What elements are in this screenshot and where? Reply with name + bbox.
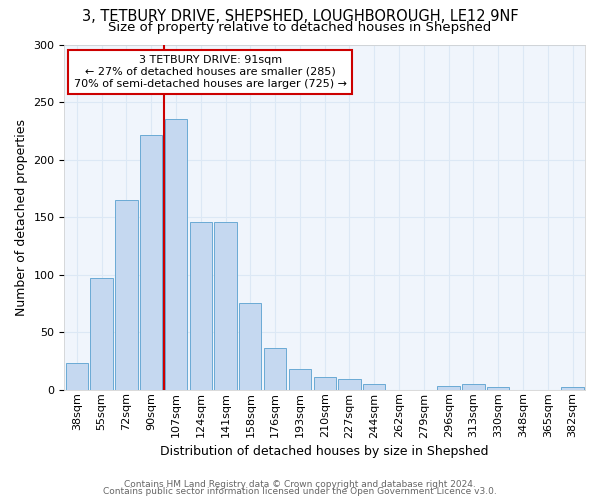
Bar	[140, 134, 163, 390]
Bar	[487, 388, 509, 390]
Bar	[289, 369, 311, 390]
Text: Contains HM Land Registry data © Crown copyright and database right 2024.: Contains HM Land Registry data © Crown c…	[124, 480, 476, 489]
Bar	[462, 384, 485, 390]
Text: Contains public sector information licensed under the Open Government Licence v3: Contains public sector information licen…	[103, 487, 497, 496]
Y-axis label: Number of detached properties: Number of detached properties	[15, 119, 28, 316]
Bar	[190, 222, 212, 390]
Text: 3, TETBURY DRIVE, SHEPSHED, LOUGHBOROUGH, LE12 9NF: 3, TETBURY DRIVE, SHEPSHED, LOUGHBOROUGH…	[82, 9, 518, 24]
Bar	[214, 222, 236, 390]
Bar	[65, 363, 88, 390]
Bar	[91, 278, 113, 390]
Text: 3 TETBURY DRIVE: 91sqm
← 27% of detached houses are smaller (285)
70% of semi-de: 3 TETBURY DRIVE: 91sqm ← 27% of detached…	[74, 56, 347, 88]
Bar	[562, 388, 584, 390]
Bar	[437, 386, 460, 390]
Text: Size of property relative to detached houses in Shepshed: Size of property relative to detached ho…	[109, 21, 491, 34]
Bar	[239, 304, 262, 390]
Bar	[165, 118, 187, 390]
Bar	[338, 380, 361, 390]
Bar	[363, 384, 385, 390]
X-axis label: Distribution of detached houses by size in Shepshed: Distribution of detached houses by size …	[160, 444, 489, 458]
Bar	[314, 377, 336, 390]
Bar	[115, 200, 137, 390]
Bar	[264, 348, 286, 390]
